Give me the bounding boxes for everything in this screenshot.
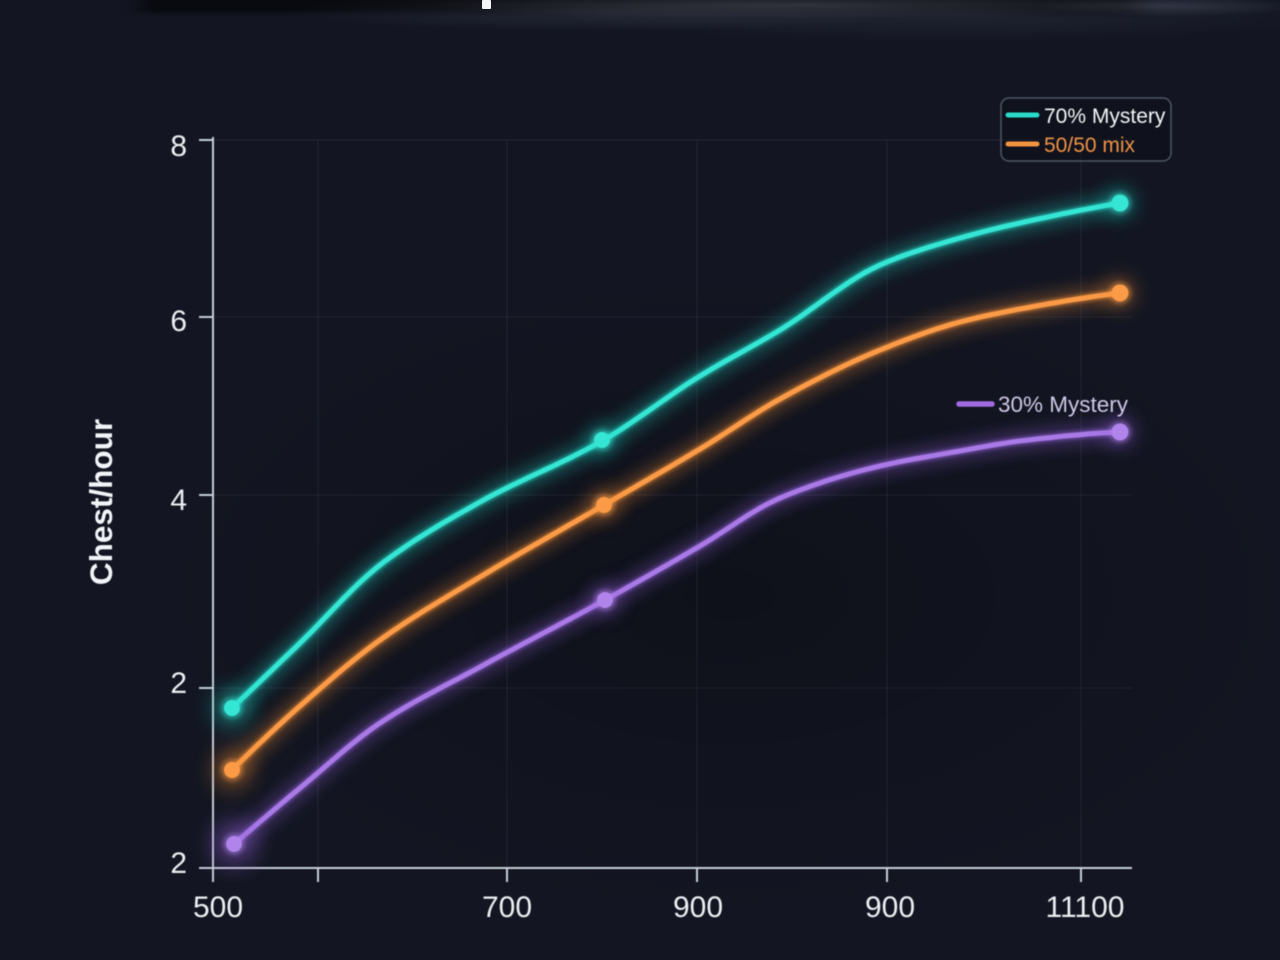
svg-text:8: 8 bbox=[170, 130, 187, 163]
svg-text:50/50 mix: 50/50 mix bbox=[1044, 134, 1136, 157]
svg-text:2: 2 bbox=[170, 667, 187, 700]
svg-text:700: 700 bbox=[482, 891, 532, 924]
svg-text:11100: 11100 bbox=[1046, 891, 1125, 924]
svg-text:Chest/hour: Chest/hour bbox=[83, 419, 119, 585]
svg-text:4: 4 bbox=[170, 484, 187, 517]
svg-text:500: 500 bbox=[193, 891, 243, 924]
svg-text:900: 900 bbox=[673, 891, 723, 924]
svg-text:30% Mystery: 30% Mystery bbox=[998, 392, 1129, 417]
svg-text:2: 2 bbox=[170, 847, 187, 880]
svg-text:6: 6 bbox=[170, 305, 187, 338]
svg-text:70% Mystery: 70% Mystery bbox=[1044, 105, 1166, 128]
svg-text:900: 900 bbox=[865, 891, 915, 924]
